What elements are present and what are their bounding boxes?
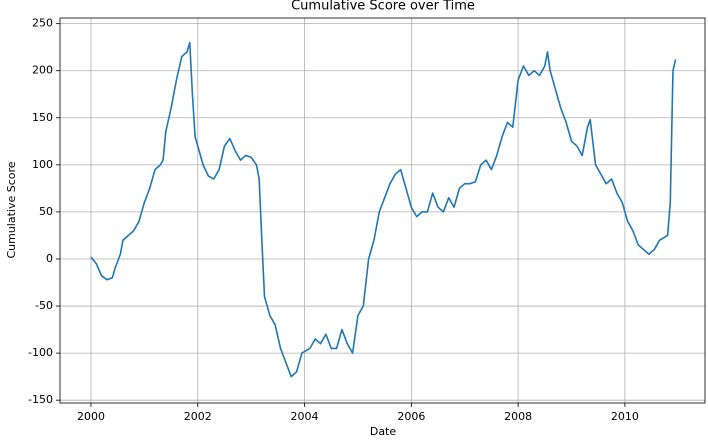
data-line	[90, 41, 677, 378]
x-tick-label: 2010	[611, 410, 639, 423]
x-tick-label: 2002	[184, 410, 212, 423]
y-tick-label: 100	[32, 158, 53, 171]
chart-title: Cumulative Score over Time	[291, 0, 475, 14]
x-axis-label: Date	[370, 425, 397, 436]
x-tick-label: 2006	[397, 410, 425, 423]
y-tick-label: -150	[28, 393, 53, 406]
y-tick-label: 150	[32, 111, 53, 124]
y-tick-label: 250	[32, 17, 53, 30]
x-tick-label: 2000	[77, 410, 105, 423]
y-tick-label: -50	[35, 299, 53, 312]
x-tick-label: 2004	[291, 410, 319, 423]
y-tick-label: -100	[28, 346, 53, 359]
x-tick-label: 2008	[504, 410, 532, 423]
plot-frame	[59, 17, 706, 404]
y-tick-label: 0	[46, 252, 53, 265]
y-tick-label: 50	[39, 205, 53, 218]
y-axis-label: Cumulative Score	[5, 161, 18, 258]
y-tick-label: 200	[32, 64, 53, 77]
